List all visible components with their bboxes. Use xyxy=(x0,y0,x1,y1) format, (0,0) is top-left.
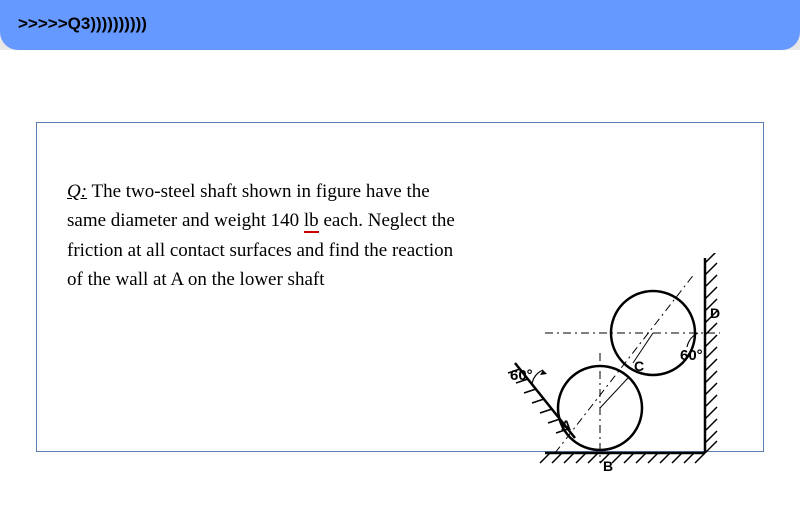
angle-right-label: 60° xyxy=(680,347,703,364)
header-bar: >>>>>Q3)))))))))) xyxy=(0,0,800,50)
point-c-label: C xyxy=(634,358,644,374)
question-text: Q: The two-steel shaft shown in figure h… xyxy=(67,177,467,295)
shaft-figure: 60° 60° A B C D xyxy=(485,253,745,483)
point-d-label: D xyxy=(710,305,720,321)
header-title: >>>>>Q3)))))))))) xyxy=(18,14,147,33)
content-area: Q: The two-steel shaft shown in figure h… xyxy=(0,50,800,517)
q-label: Q: xyxy=(67,181,87,202)
question-box: Q: The two-steel shaft shown in figure h… xyxy=(36,122,764,452)
point-a-label: A xyxy=(561,417,571,433)
point-b-label: B xyxy=(603,458,613,474)
right-wall xyxy=(705,253,717,453)
bottom-floor xyxy=(540,453,705,463)
angle-left-label: 60° xyxy=(510,367,533,384)
lb-unit: lb xyxy=(304,210,319,233)
